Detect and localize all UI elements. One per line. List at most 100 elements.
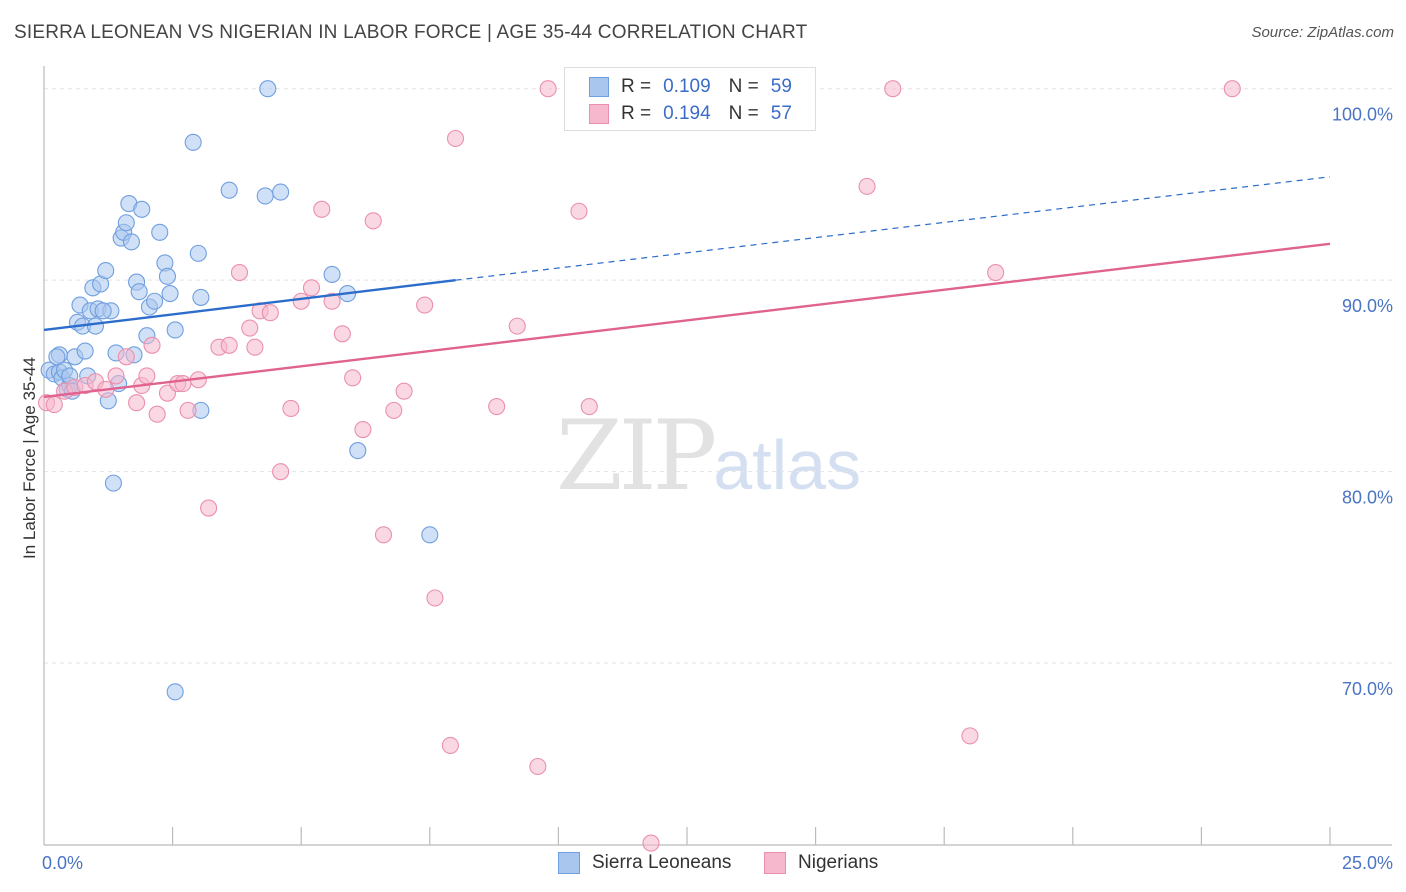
nigerian-point [385,401,403,419]
nigerian-point [416,296,434,314]
nigerian-point [580,397,598,416]
sierra-leonean-point [97,262,115,280]
nigerian-point [884,80,902,98]
nigerian-point [529,757,547,776]
sierra-leonean-point [146,292,164,310]
sierra-leonean-point [421,526,439,544]
nigerian-point [426,589,444,607]
nigerian-point [395,382,413,400]
trend-lines [43,176,1331,399]
nigerian-point [128,394,146,412]
sierra-leonean-point [76,342,94,360]
nigerian-point [200,499,218,517]
bottom-legend-label: Nigerians [798,852,879,873]
sierra-leonean-point [259,80,277,98]
bottom-legend-swatch-pink [764,852,786,874]
axes [43,66,1392,846]
nigerian-point [241,319,259,337]
watermark-zip: ZIP [556,400,717,512]
nigerian-point [117,348,135,366]
nigerian-point [302,279,321,297]
nigerian-point [446,129,465,148]
sierra-leonean-point [256,187,274,205]
legend-swatch-pink [589,104,609,124]
nigerian-point [230,263,249,282]
sierra-leonean-point [161,285,179,303]
nigerian-point [858,177,876,195]
sierra-leonean-point [220,181,238,199]
legend-swatch-blue [589,77,609,97]
nigerian-point [148,405,166,423]
nigerian-point [138,367,156,385]
sierra-leonean-point [158,267,177,285]
legend-n-value: 57 [770,103,792,124]
legend-r-value: 0.194 [663,103,711,124]
nigerian-point [642,834,660,852]
chart-title: SIERRA LEONEAN VS NIGERIAN IN LABOR FORC… [14,22,808,43]
y-tick-label: 100.0% [1332,105,1393,125]
nigerian-point [961,727,979,745]
nigerian-point [313,200,331,218]
sierra-leonean-point [166,683,184,701]
x-tick-label: 0.0% [42,853,83,873]
nigerian-point [344,369,362,387]
sierra-leonean-point [166,321,184,339]
nigerian-point [323,292,341,310]
sierra-leonean-point [117,214,135,232]
sierra-leonean-point [133,200,151,218]
nigerian-point [246,338,264,356]
nigerian-point [261,304,279,322]
nigerian-point [987,263,1005,282]
nigerian-point [488,397,506,416]
y-tick-label: 80.0% [1342,488,1393,508]
nigerian-trend [43,242,1331,399]
y-tick-label: 90.0% [1342,296,1393,316]
nigerian-point [508,317,526,335]
sierra-leonean-point [323,265,341,283]
legend-n-label: N = [728,76,759,97]
sierra-leonean-point [272,183,290,201]
x-tick-label: 25.0% [1342,853,1393,873]
legend-row-sierra-leoneans: R = 0.109 N = 59 [589,74,792,100]
nigerian-point [441,736,459,754]
sierra-leonean-point [104,474,122,492]
legend-n-value: 59 [770,76,792,97]
sierra-leonean-point [122,233,140,251]
nigerian-point [220,336,238,354]
sierra-leonean-trend-extension [455,176,1331,281]
y-tick-label: 70.0% [1342,679,1393,699]
source-label: Source: ZipAtlas.com [1251,24,1394,41]
sierra-leonean-point [189,244,207,262]
nigerian-point [174,375,192,393]
sierra-leonean-point [48,348,66,366]
nigerian-point [45,396,63,414]
nigerian-point [1223,80,1241,98]
correlation-legend: R = 0.109 N = 59 R = 0.194 N = 57 [564,67,816,131]
bottom-legend-swatch-blue [558,852,580,874]
nigerian-point [539,80,557,98]
nigerian-point [179,401,197,419]
nigerian-point [570,202,588,220]
gridlines [44,88,1392,664]
sierra-leonean-point [86,317,104,335]
sierra-leonean-point [184,133,202,151]
bottom-legend-nigerians[interactable]: Nigerians [764,852,878,874]
watermark: ZIPatlas [556,400,861,512]
nigerian-point [364,212,382,230]
nigerian-point [374,526,393,544]
nigerian-point [143,336,161,354]
nigerian-point [272,463,290,481]
data-points [38,80,1241,852]
sierra-leonean-point [130,283,148,301]
nigerian-point [354,420,372,439]
bottom-legend-sierra-leoneans[interactable]: Sierra Leoneans [558,852,731,874]
legend-r-label: R = [621,76,652,97]
legend-r-label: R = [621,103,652,124]
sierra-leonean-point [94,302,112,320]
legend-n-label: N = [728,103,759,124]
nigerian-point [107,367,125,385]
sierra-leonean-trend [43,278,456,332]
sierra-leonean-point [192,288,210,306]
sierra-leonean-point [349,442,367,460]
